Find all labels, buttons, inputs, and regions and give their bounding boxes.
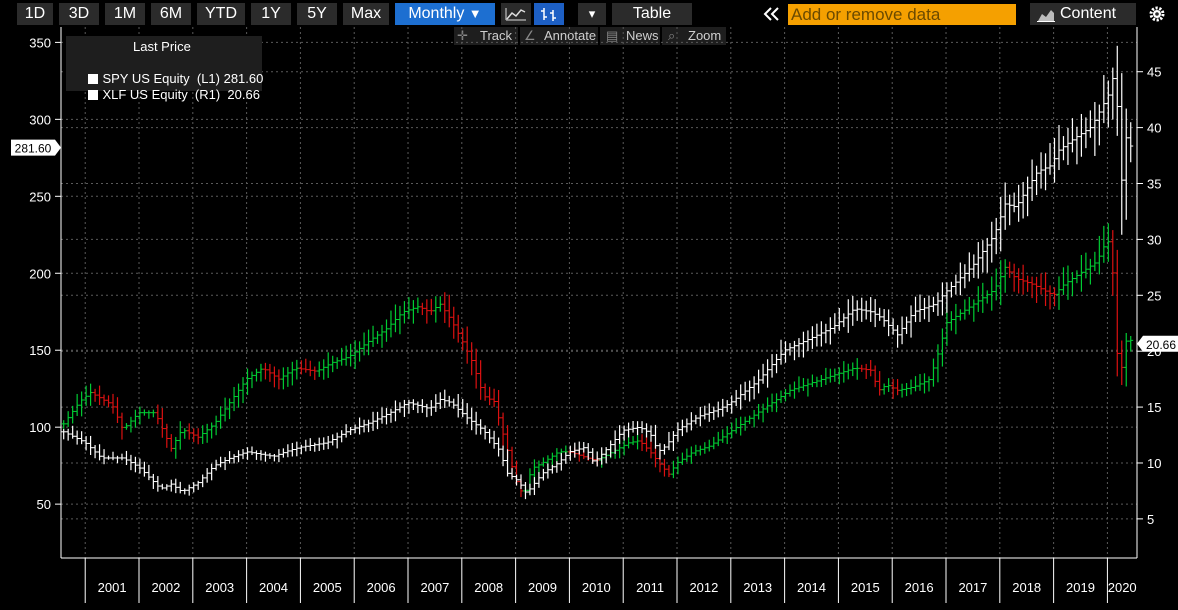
area-chart-icon bbox=[1037, 10, 1055, 22]
period-1d-button[interactable]: 1D bbox=[17, 3, 53, 25]
line-chart-icon[interactable] bbox=[501, 3, 531, 25]
legend-panel: Last Price SPY US Equity (L1) 281.60 XLF… bbox=[66, 36, 263, 102]
year-label-2006: 2006 bbox=[367, 580, 396, 595]
left-price-axis: 50 100 150 200 250 300 350 bbox=[29, 27, 62, 558]
time-axis: 2001 2002 2003 2004 2005 2006 2007 2008 2009 2010… bbox=[61, 557, 1137, 603]
table-button[interactable]: Table bbox=[612, 3, 692, 25]
double-chevron-left-icon[interactable] bbox=[760, 3, 784, 25]
year-label-2011: 2011 bbox=[636, 580, 664, 595]
annotate-button[interactable]: ∠ Annotate bbox=[520, 27, 598, 45]
news-icon: ▤ bbox=[606, 28, 619, 43]
period-ytd-button[interactable]: YTD bbox=[197, 3, 245, 25]
last-value-labels: 281.60 20.66 bbox=[11, 139, 1178, 352]
year-label-2015: 2015 bbox=[851, 580, 880, 595]
year-label-2016: 2016 bbox=[905, 580, 934, 595]
chart-grid bbox=[61, 27, 1137, 558]
year-label-2018: 2018 bbox=[1012, 580, 1041, 595]
legend-label-xlf: XLF US Equity (R1) 20.66 bbox=[102, 87, 260, 102]
right-tick-label-40: 40 bbox=[1147, 121, 1161, 136]
news-label: News bbox=[626, 28, 659, 43]
right-tick-label-35: 35 bbox=[1147, 177, 1161, 192]
left-tick-label-250: 250 bbox=[29, 189, 51, 204]
left-tick-label-50: 50 bbox=[37, 497, 51, 512]
right-tick-label-25: 25 bbox=[1147, 288, 1161, 303]
year-label-2001: 2001 bbox=[98, 580, 127, 595]
chevron-down-icon: ▼ bbox=[468, 6, 482, 21]
track-label: Track bbox=[480, 28, 513, 43]
left-tick-label-300: 300 bbox=[29, 112, 51, 127]
year-label-2014: 2014 bbox=[797, 580, 826, 595]
left-tick-label-100: 100 bbox=[29, 420, 51, 435]
legend-row-xlf[interactable]: XLF US Equity (R1) 20.66 bbox=[74, 72, 260, 117]
content-button[interactable]: Content bbox=[1030, 3, 1136, 25]
legend-swatch-xlf bbox=[88, 90, 99, 100]
right-tick-label-15: 15 bbox=[1147, 400, 1161, 415]
frequency-label: Monthly bbox=[408, 5, 465, 22]
right-last-value-tag bbox=[1137, 335, 1178, 352]
gear-icon[interactable] bbox=[1142, 3, 1172, 25]
chart-toolbar: 1D 3D 1M 6M YTD 1Y 5Y Max Monthly ▼ ▾ Ta… bbox=[0, 0, 1178, 28]
add-remove-data-input[interactable]: Add or remove data bbox=[788, 4, 1016, 25]
spy-series bbox=[61, 45, 1134, 500]
content-label: Content bbox=[1060, 5, 1117, 22]
year-label-2009: 2009 bbox=[528, 580, 557, 595]
ohlc-bar-icon[interactable] bbox=[534, 3, 564, 25]
year-label-2005: 2005 bbox=[313, 580, 342, 595]
pencil-icon: ∠ bbox=[524, 28, 536, 43]
legend-title: Last Price bbox=[133, 39, 191, 54]
year-label-2013: 2013 bbox=[743, 580, 772, 595]
left-tick-label-200: 200 bbox=[29, 266, 51, 281]
year-label-2012: 2012 bbox=[689, 580, 718, 595]
left-tick-label-350: 350 bbox=[29, 35, 51, 50]
right-tick-label-5: 5 bbox=[1147, 512, 1154, 527]
frequency-select[interactable]: Monthly ▼ bbox=[395, 3, 495, 25]
zoom-label: Zoom bbox=[688, 28, 722, 43]
right-price-axis: 51015202530354045 bbox=[1136, 27, 1161, 558]
right-last-value-label: 20.66 bbox=[1146, 338, 1176, 352]
crosshair-icon: ✛ bbox=[457, 28, 468, 43]
period-6m-button[interactable]: 6M bbox=[151, 3, 191, 25]
right-tick-label-30: 30 bbox=[1147, 232, 1161, 247]
year-label-2019: 2019 bbox=[1066, 580, 1095, 595]
zoom-button[interactable]: ⌕ Zoom bbox=[662, 27, 726, 45]
legend-label-spy: SPY US Equity (L1) 281.60 bbox=[102, 71, 264, 86]
year-label-2020: 2020 bbox=[1108, 580, 1137, 595]
track-button[interactable]: ✛ Track bbox=[454, 27, 518, 45]
year-label-2010: 2010 bbox=[582, 580, 611, 595]
left-last-value-label: 281.60 bbox=[15, 142, 52, 156]
chart-type-dropdown[interactable]: ▾ bbox=[578, 3, 606, 25]
xlf-series bbox=[61, 223, 1134, 498]
left-last-value-tag bbox=[11, 139, 61, 156]
year-label-2007: 2007 bbox=[420, 580, 449, 595]
right-tick-label-45: 45 bbox=[1147, 65, 1161, 80]
period-max-button[interactable]: Max bbox=[343, 3, 389, 25]
right-tick-label-10: 10 bbox=[1147, 456, 1161, 471]
period-1y-button[interactable]: 1Y bbox=[251, 3, 291, 25]
year-label-2008: 2008 bbox=[474, 580, 503, 595]
period-3d-button[interactable]: 3D bbox=[59, 3, 99, 25]
year-label-2003: 2003 bbox=[205, 580, 234, 595]
annotate-label: Annotate bbox=[544, 28, 597, 43]
year-label-2017: 2017 bbox=[958, 580, 987, 595]
news-button[interactable]: ▤ News bbox=[600, 27, 660, 45]
period-5y-button[interactable]: 5Y bbox=[297, 3, 337, 25]
year-label-2004: 2004 bbox=[259, 580, 288, 595]
year-label-2002: 2002 bbox=[151, 580, 180, 595]
period-1m-button[interactable]: 1M bbox=[105, 3, 145, 25]
legend-row-spy[interactable]: SPY US Equity (L1) 281.60 bbox=[74, 56, 263, 101]
left-tick-label-150: 150 bbox=[29, 343, 51, 358]
legend-swatch-spy bbox=[88, 74, 99, 84]
magnifier-icon: ⌕ bbox=[668, 28, 676, 43]
